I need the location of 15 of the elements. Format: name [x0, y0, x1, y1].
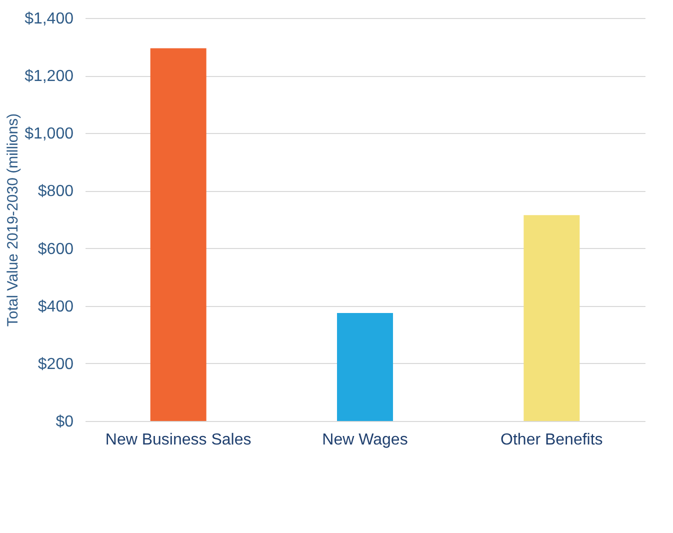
y-axis-title: Total Value 2019-2030 (millions) [4, 113, 22, 327]
y-tick-label: $600 [38, 240, 74, 258]
y-tick-label: $200 [38, 356, 74, 373]
x-tick-label: Other Benefits [500, 432, 603, 448]
y-tick-label: $0 [56, 414, 74, 430]
y-tick-label: $400 [38, 298, 74, 316]
x-tick-label: New Business Sales [105, 432, 252, 448]
bar [150, 48, 206, 421]
bar [524, 215, 580, 421]
x-tick-label: New Wages [322, 432, 408, 448]
y-tick-label: $1,000 [24, 126, 74, 143]
y-tick-label: $800 [38, 183, 74, 200]
y-tick-label: $1,200 [24, 68, 74, 86]
bar [337, 313, 393, 421]
y-tick-label: $1,400 [24, 10, 74, 28]
